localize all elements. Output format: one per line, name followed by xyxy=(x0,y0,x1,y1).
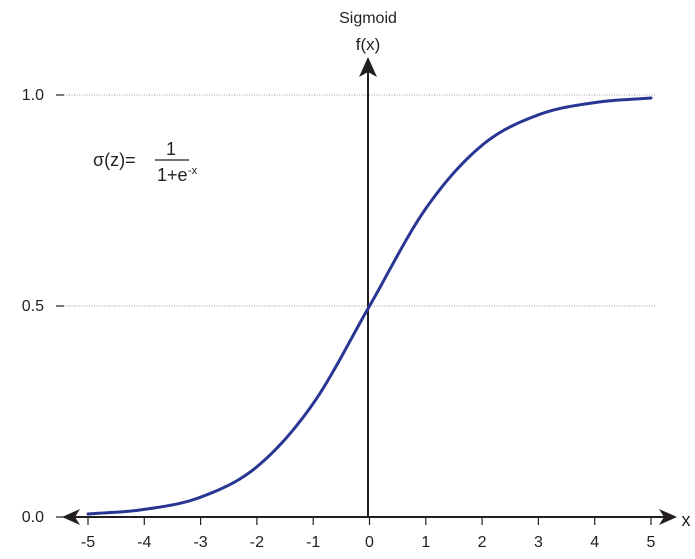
x-tick-label-0: -5 xyxy=(81,534,95,551)
axes xyxy=(56,57,677,525)
x-tick-label-10: 5 xyxy=(647,534,656,551)
x-tick-label-1: -4 xyxy=(137,534,151,551)
x-axis-right-arrow xyxy=(659,509,677,525)
formula-annotation: σ(z)= 1 1+e -x xyxy=(93,139,198,185)
formula-denominator: 1+e xyxy=(157,165,188,185)
grid-lines xyxy=(64,94,655,307)
x-tick-label-9: 4 xyxy=(590,534,599,551)
formula-exponent: -x xyxy=(188,165,198,177)
formula-numerator: 1 xyxy=(166,139,176,159)
x-tick-label-2: -3 xyxy=(193,534,207,551)
series-line-0 xyxy=(86,96,653,516)
formula-lhs: σ(z)= xyxy=(93,150,136,170)
y-axis-arrow xyxy=(359,57,377,77)
x-axis-left-arrow xyxy=(62,509,80,525)
tick-labels: 0.0 0.5 1.0 -5 -4 -3 -2 -1 0 1 2 3 4 5 xyxy=(22,87,656,551)
y-axis-label: f(x) xyxy=(356,35,381,54)
x-tick-label-7: 2 xyxy=(478,534,487,551)
y-tick-label-1: 0.5 xyxy=(22,298,44,315)
chart-title: Sigmoid xyxy=(339,10,397,27)
series-layer xyxy=(86,96,653,516)
x-tick-label-3: -2 xyxy=(250,534,264,551)
y-tick-label-0: 0.0 xyxy=(22,509,44,526)
x-axis-label: x xyxy=(682,510,691,530)
x-tick-label-4: -1 xyxy=(306,534,320,551)
x-tick-label-8: 3 xyxy=(534,534,543,551)
x-tick-label-5: 0 xyxy=(365,534,374,551)
x-tick-label-6: 1 xyxy=(421,534,430,551)
y-tick-label-2: 1.0 xyxy=(22,87,44,104)
